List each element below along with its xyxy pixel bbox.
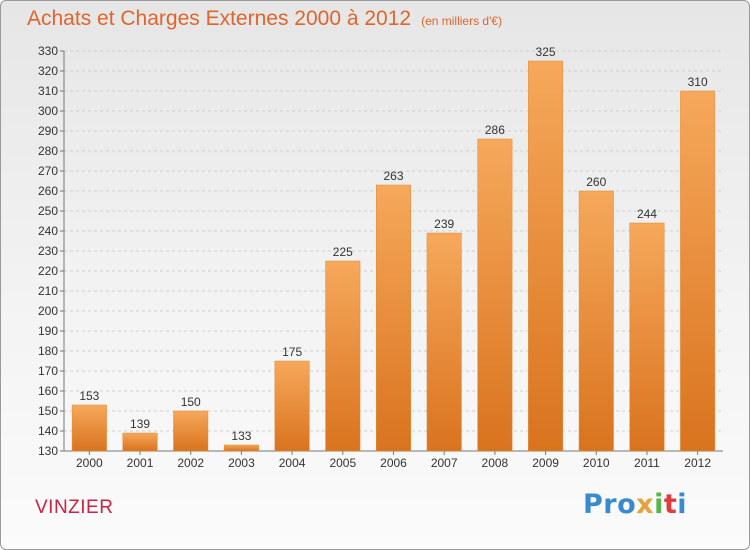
chart-title-text: Achats et Charges Externes 2000 à 2012	[27, 7, 412, 30]
y-tick-label: 320	[38, 64, 58, 78]
bar-2005	[325, 260, 361, 452]
data-label-2009: 325	[536, 45, 556, 59]
x-tick-label-2009: 2009	[532, 456, 559, 470]
data-label-2001: 139	[130, 417, 150, 431]
data-label-2008: 286	[485, 123, 505, 137]
logo-part-1: Pro	[583, 489, 637, 520]
logo-part-4: t	[663, 489, 678, 520]
bar-2006	[376, 184, 411, 452]
y-tick-label: 250	[38, 204, 58, 218]
bar-2009	[528, 60, 564, 452]
bar-2007	[426, 232, 462, 452]
y-tick-label: 330	[38, 44, 58, 58]
logo-part-5: i	[677, 489, 688, 520]
proxiti-logo[interactable]: Proxiti	[583, 489, 687, 520]
bar-2012	[680, 90, 716, 452]
bar-2003	[223, 444, 259, 452]
data-label-2012: 310	[688, 75, 708, 89]
bar-2002	[173, 410, 209, 452]
x-tick-label-2000: 2000	[76, 456, 103, 470]
x-tick-label-2008: 2008	[482, 456, 509, 470]
data-label-2003: 133	[231, 429, 251, 443]
y-tick-label: 200	[38, 304, 58, 318]
y-tick-label: 290	[38, 124, 58, 138]
x-tick-label-2004: 2004	[279, 456, 306, 470]
x-tick-label-2003: 2003	[228, 456, 255, 470]
data-label-2005: 225	[333, 245, 353, 259]
bar-2010	[578, 190, 614, 452]
bar-2008	[477, 138, 513, 452]
y-tick-label: 260	[38, 184, 58, 198]
y-tick-label: 160	[38, 384, 58, 398]
y-tick-label: 280	[38, 144, 58, 158]
logo-part-3: i	[654, 489, 664, 520]
x-tick-label-2007: 2007	[431, 456, 458, 470]
data-labels: 153 139 150 133 175 225 263 239 286 325 260 244 310	[79, 45, 708, 443]
chart-subtitle: (en milliers d'€)	[421, 14, 503, 28]
bar-2000	[71, 404, 107, 452]
y-tick-label: 170	[38, 364, 58, 378]
bar-2001	[122, 432, 158, 452]
data-label-2006: 263	[383, 169, 403, 183]
y-tick-label: 130	[38, 444, 58, 458]
x-tick-label-2006: 2006	[380, 456, 407, 470]
bar-2004	[274, 360, 310, 452]
data-label-2011: 244	[637, 207, 657, 221]
data-label-2007: 239	[434, 217, 454, 231]
y-tick-label: 270	[38, 164, 58, 178]
x-tick-label-2002: 2002	[177, 456, 204, 470]
y-tick-label: 310	[38, 84, 58, 98]
bars	[71, 60, 716, 452]
x-tick-label-2005: 2005	[329, 456, 356, 470]
bar-2011	[629, 222, 665, 452]
data-label-2002: 150	[181, 395, 201, 409]
data-label-2010: 260	[586, 175, 606, 189]
x-tick-label-2010: 2010	[583, 456, 610, 470]
y-tick-label: 180	[38, 344, 58, 358]
x-tick-label-2011: 2011	[634, 456, 660, 470]
x-tick-label-2001: 2001	[127, 456, 154, 470]
city-name: VINZIER	[35, 497, 114, 518]
logo-part-2: x	[636, 489, 655, 520]
y-tick-label: 210	[38, 284, 58, 298]
y-tick-label: 230	[38, 244, 58, 258]
chart-title: Achats et Charges Externes 2000 à 2012 (e…	[27, 7, 502, 31]
y-tick-label: 140	[38, 424, 58, 438]
y-tick-label: 300	[38, 104, 58, 118]
data-label-2004: 175	[282, 345, 302, 359]
x-tick-label-2012: 2012	[684, 456, 711, 470]
y-tick-label: 190	[38, 324, 58, 338]
y-tick-label: 240	[38, 224, 58, 238]
y-tick-label: 220	[38, 264, 58, 278]
data-label-2000: 153	[79, 389, 99, 403]
y-tick-label: 150	[38, 404, 58, 418]
